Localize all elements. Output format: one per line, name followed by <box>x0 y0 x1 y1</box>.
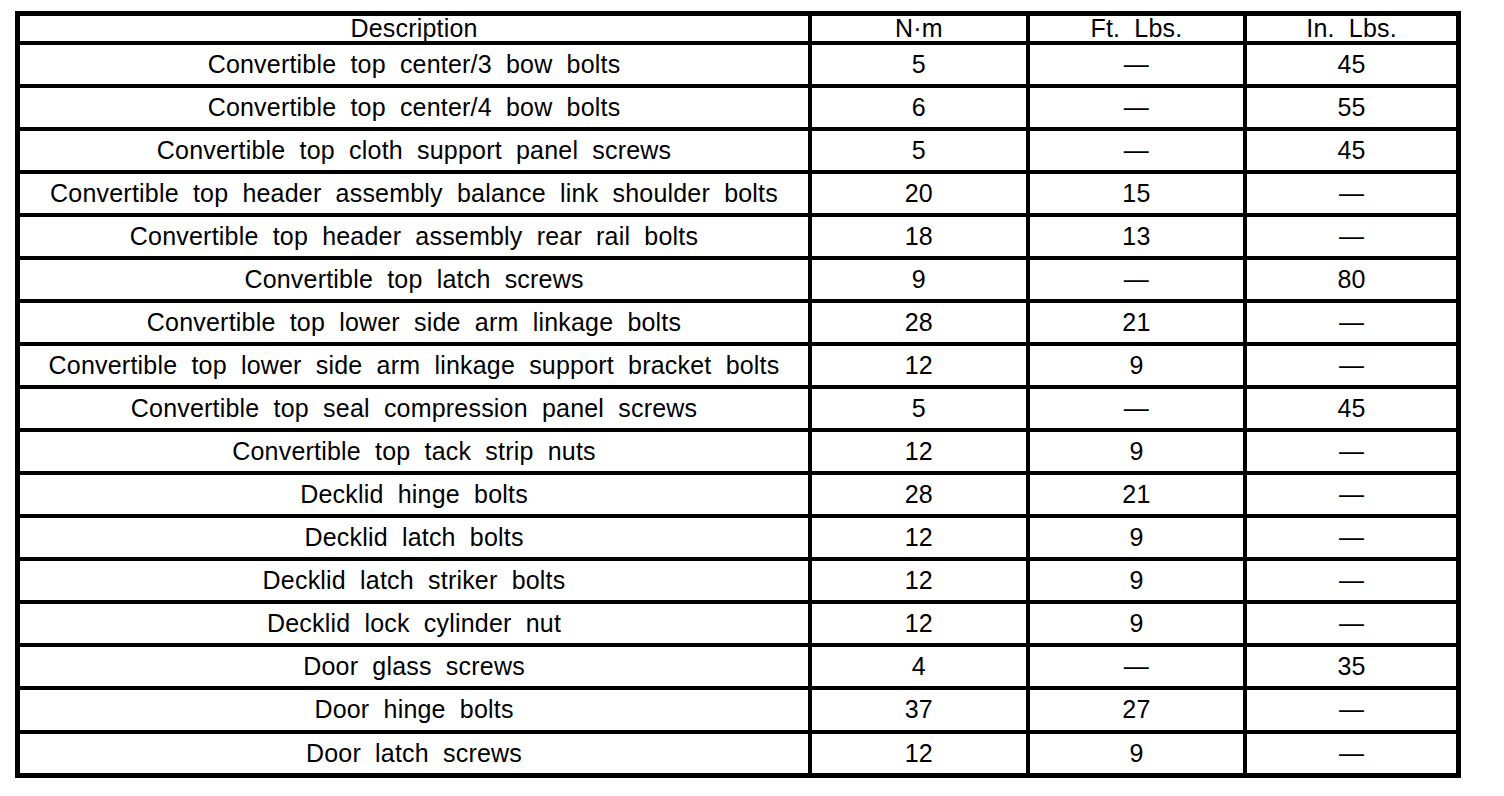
nm-cell: 37 <box>810 688 1028 731</box>
description-cell: Decklid hinge bolts <box>18 473 811 516</box>
description-cell: Convertible top center/3 bow bolts <box>18 43 811 86</box>
column-header-nm: N·m <box>810 14 1028 44</box>
nm-cell: 6 <box>810 86 1028 129</box>
nm-cell: 12 <box>810 732 1028 776</box>
nm-cell: 9 <box>810 258 1028 301</box>
ft-lbs-cell: 21 <box>1028 301 1246 344</box>
description-cell: Convertible top center/4 bow bolts <box>18 86 811 129</box>
description-cell: Convertible top seal compression panel s… <box>18 387 811 430</box>
in-lbs-cell: — <box>1245 473 1458 516</box>
description-cell: Convertible top tack strip nuts <box>18 430 811 473</box>
ft-lbs-cell: — <box>1028 43 1246 86</box>
table-row: Convertible top center/4 bow bolts6—55 <box>18 86 1459 129</box>
ft-lbs-cell: 9 <box>1028 430 1246 473</box>
in-lbs-cell: — <box>1245 688 1458 731</box>
column-header-in-lbs: In. Lbs. <box>1245 14 1458 44</box>
nm-cell: 18 <box>810 215 1028 258</box>
in-lbs-cell: — <box>1245 430 1458 473</box>
in-lbs-cell: 55 <box>1245 86 1458 129</box>
nm-cell: 12 <box>810 344 1028 387</box>
in-lbs-cell: 45 <box>1245 129 1458 172</box>
nm-cell: 12 <box>810 602 1028 645</box>
nm-cell: 12 <box>810 559 1028 602</box>
in-lbs-cell: — <box>1245 559 1458 602</box>
table-row: Decklid latch bolts129— <box>18 516 1459 559</box>
nm-cell: 20 <box>810 172 1028 215</box>
table-row: Convertible top center/3 bow bolts5—45 <box>18 43 1459 86</box>
description-cell: Decklid latch bolts <box>18 516 811 559</box>
table-row: Convertible top lower side arm linkage b… <box>18 301 1459 344</box>
description-cell: Door latch screws <box>18 732 811 776</box>
ft-lbs-cell: — <box>1028 645 1246 688</box>
in-lbs-cell: — <box>1245 215 1458 258</box>
nm-cell: 12 <box>810 516 1028 559</box>
table-row: Convertible top latch screws9—80 <box>18 258 1459 301</box>
ft-lbs-cell: 9 <box>1028 516 1246 559</box>
description-cell: Decklid latch striker bolts <box>18 559 811 602</box>
nm-cell: 28 <box>810 473 1028 516</box>
description-cell: Convertible top header assembly balance … <box>18 172 811 215</box>
in-lbs-cell: 80 <box>1245 258 1458 301</box>
nm-cell: 5 <box>810 129 1028 172</box>
description-cell: Door hinge bolts <box>18 688 811 731</box>
table-row: Convertible top cloth support panel scre… <box>18 129 1459 172</box>
nm-cell: 5 <box>810 43 1028 86</box>
description-cell: Convertible top header assembly rear rai… <box>18 215 811 258</box>
torque-spec-table: Description N·m Ft. Lbs. In. Lbs. Conver… <box>15 11 1461 778</box>
column-header-ft-lbs: Ft. Lbs. <box>1028 14 1246 44</box>
in-lbs-cell: — <box>1245 301 1458 344</box>
in-lbs-cell: — <box>1245 172 1458 215</box>
in-lbs-cell: 35 <box>1245 645 1458 688</box>
description-cell: Convertible top lower side arm linkage b… <box>18 301 811 344</box>
table-body: Convertible top center/3 bow bolts5—45Co… <box>18 43 1459 776</box>
nm-cell: 5 <box>810 387 1028 430</box>
table-row: Convertible top lower side arm linkage s… <box>18 344 1459 387</box>
description-cell: Decklid lock cylinder nut <box>18 602 811 645</box>
table-row: Door hinge bolts3727— <box>18 688 1459 731</box>
table-row: Decklid hinge bolts2821— <box>18 473 1459 516</box>
document-page: Description N·m Ft. Lbs. In. Lbs. Conver… <box>0 0 1504 796</box>
in-lbs-cell: — <box>1245 344 1458 387</box>
description-cell: Convertible top lower side arm linkage s… <box>18 344 811 387</box>
in-lbs-cell: 45 <box>1245 387 1458 430</box>
header-row: Description N·m Ft. Lbs. In. Lbs. <box>18 14 1459 44</box>
ft-lbs-cell: 15 <box>1028 172 1246 215</box>
table-row: Convertible top seal compression panel s… <box>18 387 1459 430</box>
ft-lbs-cell: 9 <box>1028 732 1246 776</box>
ft-lbs-cell: 21 <box>1028 473 1246 516</box>
ft-lbs-cell: — <box>1028 129 1246 172</box>
column-header-description: Description <box>18 14 811 44</box>
table-row: Door glass screws4—35 <box>18 645 1459 688</box>
ft-lbs-cell: 9 <box>1028 602 1246 645</box>
nm-cell: 12 <box>810 430 1028 473</box>
in-lbs-cell: — <box>1245 602 1458 645</box>
table-row: Decklid latch striker bolts129— <box>18 559 1459 602</box>
nm-cell: 28 <box>810 301 1028 344</box>
description-cell: Door glass screws <box>18 645 811 688</box>
in-lbs-cell: 45 <box>1245 43 1458 86</box>
table-row: Door latch screws129— <box>18 732 1459 776</box>
ft-lbs-cell: — <box>1028 258 1246 301</box>
table-header: Description N·m Ft. Lbs. In. Lbs. <box>18 14 1459 44</box>
table-row: Convertible top header assembly balance … <box>18 172 1459 215</box>
ft-lbs-cell: 9 <box>1028 559 1246 602</box>
ft-lbs-cell: — <box>1028 387 1246 430</box>
in-lbs-cell: — <box>1245 516 1458 559</box>
ft-lbs-cell: 13 <box>1028 215 1246 258</box>
table-row: Convertible top tack strip nuts129— <box>18 430 1459 473</box>
ft-lbs-cell: 27 <box>1028 688 1246 731</box>
ft-lbs-cell: 9 <box>1028 344 1246 387</box>
in-lbs-cell: — <box>1245 732 1458 776</box>
ft-lbs-cell: — <box>1028 86 1246 129</box>
description-cell: Convertible top cloth support panel scre… <box>18 129 811 172</box>
table-row: Convertible top header assembly rear rai… <box>18 215 1459 258</box>
table-row: Decklid lock cylinder nut129— <box>18 602 1459 645</box>
nm-cell: 4 <box>810 645 1028 688</box>
description-cell: Convertible top latch screws <box>18 258 811 301</box>
